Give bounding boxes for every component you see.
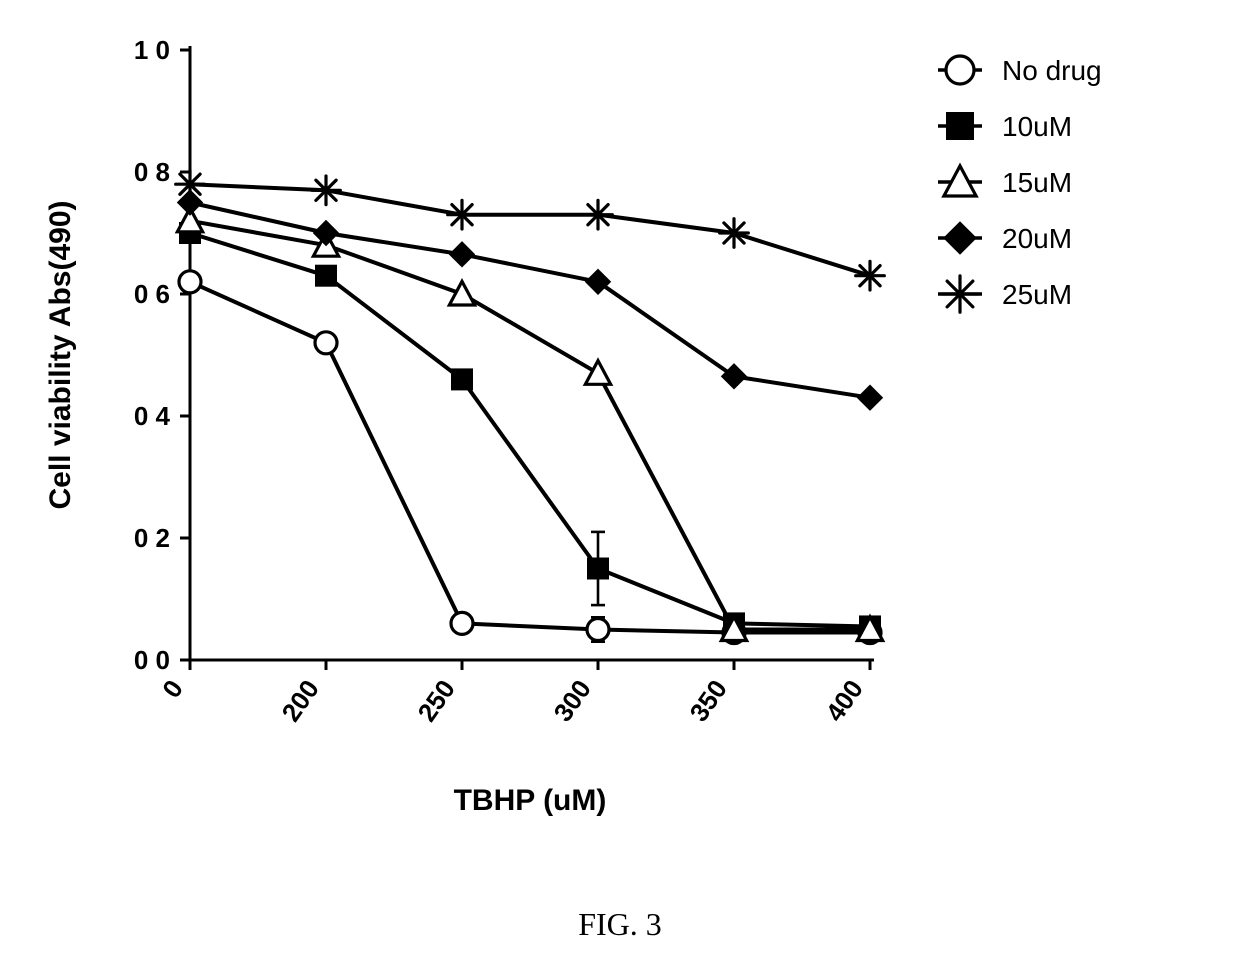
- marker: [449, 281, 474, 305]
- legend-item: 10uM: [938, 111, 1072, 142]
- marker: [451, 612, 473, 634]
- y-tick-label: 0 2: [134, 523, 170, 553]
- series: [179, 222, 881, 637]
- x-axis-label: TBHP (uM): [454, 784, 607, 817]
- page: 0 0 0 2 0 4 0 6 0 8 1 0 0 200 250 300 350 400 TBHP (…: [0, 0, 1240, 978]
- marker: [721, 363, 747, 389]
- x-tick-label: 250: [411, 674, 460, 727]
- marker: [451, 368, 473, 390]
- marker: [448, 200, 477, 229]
- x-tick-label: 400: [819, 674, 868, 727]
- marker: [315, 332, 337, 354]
- marker: [587, 558, 609, 580]
- marker: [587, 619, 609, 641]
- legend-label: 15uM: [1002, 167, 1072, 198]
- legend-item: 25uM: [938, 276, 1072, 312]
- y-tick-label: 1 0: [134, 35, 170, 65]
- legend-item: No drug: [938, 55, 1102, 86]
- marker: [946, 112, 974, 140]
- y-axis-label: Cell viability Abs(490): [44, 201, 77, 510]
- marker: [720, 219, 749, 248]
- marker: [585, 269, 611, 295]
- marker: [942, 276, 978, 312]
- legend-label: 20uM: [1002, 223, 1072, 254]
- marker: [315, 265, 337, 287]
- marker: [943, 221, 977, 255]
- marker: [946, 56, 974, 84]
- marker: [857, 385, 883, 411]
- series: [179, 271, 881, 644]
- x-tick-label: 350: [683, 674, 732, 727]
- marker: [312, 176, 341, 205]
- marker: [449, 241, 475, 267]
- y-tick-label: 0 8: [134, 157, 170, 187]
- y-tick-label: 0 6: [134, 279, 170, 309]
- legend-label: No drug: [1002, 55, 1102, 86]
- y-tick-label: 0 0: [134, 645, 170, 675]
- series: [177, 208, 882, 640]
- series: [176, 170, 885, 290]
- legend-label: 25uM: [1002, 279, 1072, 310]
- x-tick-label: 0: [156, 674, 189, 703]
- series: [177, 189, 883, 411]
- legend-item: 20uM: [938, 221, 1072, 255]
- marker: [176, 170, 205, 199]
- x-tick-label: 200: [275, 674, 324, 727]
- y-tick-label: 0 4: [134, 401, 171, 431]
- marker: [585, 361, 610, 385]
- marker: [584, 200, 613, 229]
- legend-item: 15uM: [938, 166, 1072, 198]
- viability-chart: 0 0 0 2 0 4 0 6 0 8 1 0 0 200 250 300 350 400 TBHP (…: [0, 0, 1240, 870]
- x-tick-label: 300: [547, 674, 596, 727]
- legend-label: 10uM: [1002, 111, 1072, 142]
- marker: [856, 261, 885, 290]
- marker: [179, 271, 201, 293]
- figure-caption: FIG. 3: [0, 906, 1240, 943]
